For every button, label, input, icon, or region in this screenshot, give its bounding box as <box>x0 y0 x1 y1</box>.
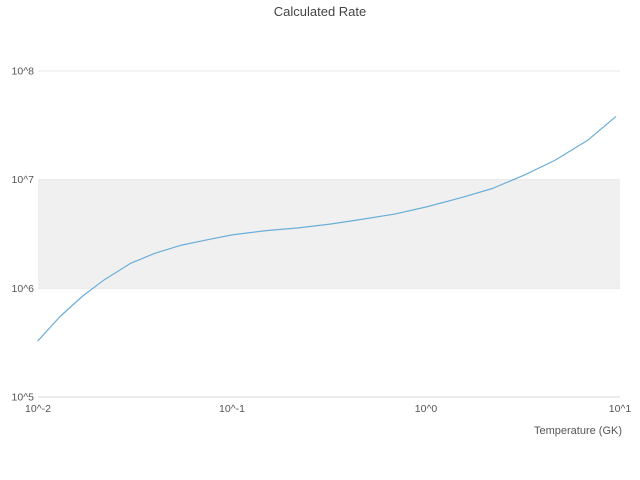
chart-title: Calculated Rate <box>273 4 367 19</box>
y-tick-label: 10^5 <box>12 392 35 404</box>
y-tick-label: 10^7 <box>12 174 35 186</box>
y-tick-label: 10^8 <box>12 66 35 78</box>
x-tick-label: 10^-2 <box>25 403 51 415</box>
shaded-band <box>38 179 620 289</box>
x-tick-label: 10^0 <box>415 403 438 415</box>
rate-line <box>37 116 617 342</box>
x-tick-label: 10^1 <box>609 403 632 415</box>
y-tick-label: 10^6 <box>12 283 35 295</box>
x-axis-label: Temperature (GK) <box>533 425 622 437</box>
x-tick-label: 10^-1 <box>219 403 245 415</box>
